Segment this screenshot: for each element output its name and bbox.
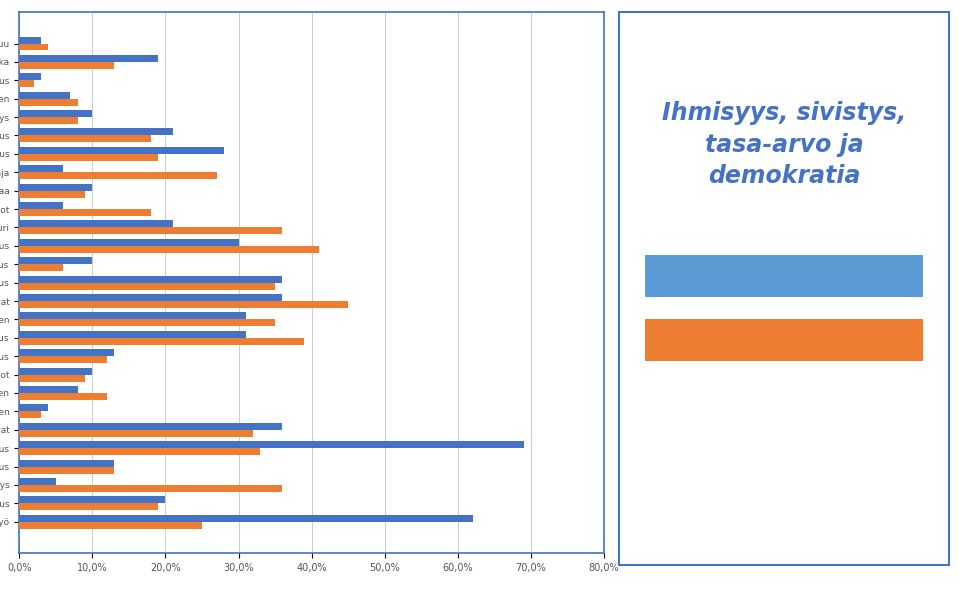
Bar	[19, 312, 246, 320]
Text: Ihmisyys, sivistys,
tasa-arvo ja
demokratia: Ihmisyys, sivistys, tasa-arvo ja demokra…	[662, 101, 906, 188]
Bar	[19, 190, 85, 198]
Bar	[19, 448, 261, 455]
Bar	[19, 496, 166, 503]
Bar	[19, 136, 151, 142]
Bar	[19, 411, 41, 418]
Bar	[19, 441, 524, 448]
Bar	[19, 405, 48, 411]
Bar	[19, 485, 282, 492]
Bar	[19, 184, 92, 190]
Bar	[19, 430, 253, 437]
Bar	[19, 349, 114, 356]
Bar	[19, 147, 224, 154]
Bar	[19, 239, 239, 246]
Bar	[19, 466, 114, 474]
Bar	[19, 43, 48, 51]
Bar	[19, 246, 319, 253]
Bar	[19, 459, 114, 466]
Bar	[19, 62, 114, 69]
Bar	[19, 80, 34, 87]
Text: Vanhemmat: Vanhemmat	[737, 332, 830, 347]
Bar	[19, 356, 107, 363]
Bar	[19, 227, 282, 234]
Bar	[19, 92, 70, 99]
Bar	[19, 275, 282, 283]
Bar	[19, 301, 348, 308]
Bar	[19, 117, 78, 124]
Bar	[19, 386, 78, 393]
Bar	[19, 283, 275, 290]
Bar	[19, 515, 473, 522]
Bar	[19, 478, 56, 485]
Bar	[19, 202, 63, 209]
Bar	[19, 294, 282, 301]
Bar	[19, 154, 158, 161]
Bar	[19, 55, 158, 62]
FancyBboxPatch shape	[645, 255, 923, 297]
Bar	[19, 221, 173, 227]
Bar	[19, 503, 158, 511]
Bar	[19, 522, 202, 529]
Bar	[19, 99, 78, 106]
Bar	[19, 368, 92, 375]
Bar	[19, 129, 173, 136]
Text: Oppilaat: Oppilaat	[752, 268, 816, 283]
Bar	[19, 110, 92, 117]
FancyBboxPatch shape	[645, 319, 923, 361]
Bar	[19, 423, 282, 430]
Bar	[19, 331, 246, 338]
Bar	[19, 375, 85, 381]
Bar	[19, 320, 275, 327]
Bar	[19, 393, 107, 400]
Bar	[19, 165, 63, 173]
Bar	[19, 209, 151, 216]
Bar	[19, 257, 92, 264]
Bar	[19, 338, 304, 345]
Bar	[19, 173, 217, 179]
Bar	[19, 36, 41, 43]
Bar	[19, 73, 41, 80]
Bar	[19, 264, 63, 271]
